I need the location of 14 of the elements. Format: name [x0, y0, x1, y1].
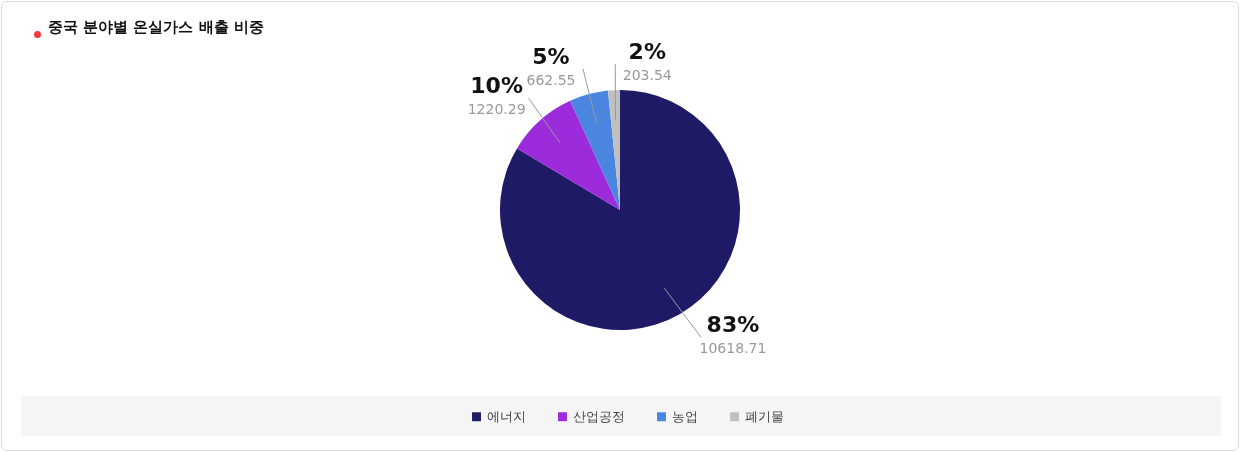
text: 10%	[470, 73, 523, 99]
text: 5%	[532, 43, 570, 69]
legend-label: 폐기물	[745, 408, 784, 424]
data-label: 1220.29	[467, 101, 526, 118]
text: 2%	[628, 39, 666, 65]
pie-slice	[570, 90, 620, 210]
text: 중국 분야별 온실가스 배출 비중	[48, 18, 264, 37]
data-label: 662.55	[526, 71, 576, 88]
data-label: 10618.71	[699, 340, 767, 357]
data-label: 203.54	[622, 67, 672, 84]
text: 83%	[706, 312, 760, 338]
legend-label: 에너지	[487, 408, 526, 424]
legend-label: 산업공정	[573, 408, 625, 424]
legend-label: 농업	[672, 408, 698, 424]
